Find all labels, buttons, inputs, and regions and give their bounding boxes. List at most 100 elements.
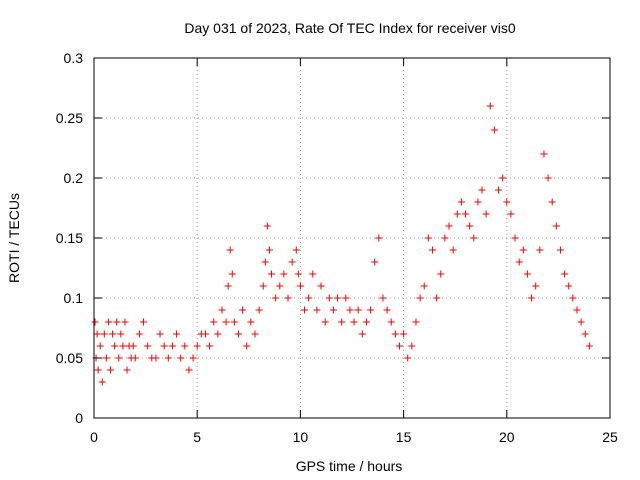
y-tick-label: 0.05: [56, 350, 83, 366]
data-point: [284, 294, 292, 302]
data-point: [280, 270, 288, 278]
y-tick-label: 0.2: [64, 170, 84, 186]
data-point: [224, 282, 232, 290]
data-point: [234, 330, 242, 338]
data-point: [276, 282, 284, 290]
data-point: [96, 342, 104, 350]
grid-layer: [94, 58, 610, 418]
data-point: [181, 342, 189, 350]
data-point: [214, 330, 222, 338]
data-point: [474, 198, 482, 206]
y-tick-label: 0.1: [64, 290, 84, 306]
data-point: [222, 318, 230, 326]
data-point: [317, 282, 325, 290]
data-point: [490, 126, 498, 134]
data-point: [173, 330, 181, 338]
data-point: [111, 342, 119, 350]
data-point: [383, 306, 391, 314]
data-point: [569, 294, 577, 302]
data-point: [261, 258, 269, 266]
data-point: [305, 294, 313, 302]
data-point: [362, 318, 370, 326]
data-point: [98, 378, 106, 386]
data-point: [334, 294, 342, 302]
data-point: [193, 342, 201, 350]
data-point: [449, 246, 457, 254]
data-point: [117, 330, 125, 338]
data-point: [371, 258, 379, 266]
data-point: [561, 270, 569, 278]
x-tick-label: 0: [90, 429, 98, 445]
data-point: [104, 318, 112, 326]
data-point: [119, 342, 127, 350]
data-point: [544, 174, 552, 182]
data-point: [420, 282, 428, 290]
data-point: [102, 354, 110, 362]
axis-ticks: 0 0.05 0.1 0.15 0.2 0.25 0.3 0 5 10 15 20 25: [56, 50, 618, 445]
data-point: [354, 306, 362, 314]
data-point: [135, 330, 143, 338]
data-point: [321, 318, 329, 326]
data-point: [499, 174, 507, 182]
data-point: [523, 270, 531, 278]
data-point: [152, 354, 160, 362]
y-tick-label: 0.15: [56, 230, 83, 246]
data-point: [540, 150, 548, 158]
data-point: [156, 330, 164, 338]
data-point: [144, 342, 152, 350]
data-point: [358, 330, 366, 338]
data-point: [577, 318, 585, 326]
x-tick-label: 20: [499, 429, 515, 445]
data-point: [400, 330, 408, 338]
chart-title: Day 031 of 2023, Rate Of TEC Index for r…: [184, 20, 515, 36]
data-point: [391, 330, 399, 338]
data-point: [342, 294, 350, 302]
data-point: [466, 222, 474, 230]
data-point: [177, 354, 185, 362]
data-point: [292, 246, 300, 254]
data-point: [495, 186, 503, 194]
data-point: [123, 366, 131, 374]
data-point: [428, 246, 436, 254]
data-point: [395, 342, 403, 350]
x-tick-label: 25: [602, 429, 618, 445]
data-point: [201, 330, 209, 338]
data-point: [255, 306, 263, 314]
data-point: [503, 198, 511, 206]
data-point: [301, 306, 309, 314]
data-point: [288, 258, 296, 266]
data-point: [486, 102, 494, 110]
data-point: [94, 366, 102, 374]
data-point: [528, 294, 536, 302]
data-point: [113, 318, 121, 326]
data-point: [552, 222, 560, 230]
data-point: [164, 354, 172, 362]
data-point: [346, 306, 354, 314]
data-point: [168, 342, 176, 350]
data-point: [206, 342, 214, 350]
data-point: [581, 330, 589, 338]
data-point: [507, 210, 515, 218]
data-point: [309, 270, 317, 278]
data-point: [296, 282, 304, 290]
data-point: [433, 294, 441, 302]
x-tick-label: 10: [293, 429, 309, 445]
data-point: [210, 318, 218, 326]
data-point: [536, 246, 544, 254]
data-point: [457, 198, 465, 206]
data-point: [109, 330, 117, 338]
data-point: [424, 234, 432, 242]
x-axis-label: GPS time / hours: [296, 458, 403, 474]
y-tick-label: 0: [75, 410, 83, 426]
data-point: [160, 342, 168, 350]
data-point: [272, 294, 280, 302]
data-point: [131, 354, 139, 362]
data-point: [329, 306, 337, 314]
data-point: [115, 354, 123, 362]
data-point: [93, 330, 101, 338]
data-point: [185, 366, 193, 374]
data-point: [482, 210, 490, 218]
data-point: [243, 342, 251, 350]
